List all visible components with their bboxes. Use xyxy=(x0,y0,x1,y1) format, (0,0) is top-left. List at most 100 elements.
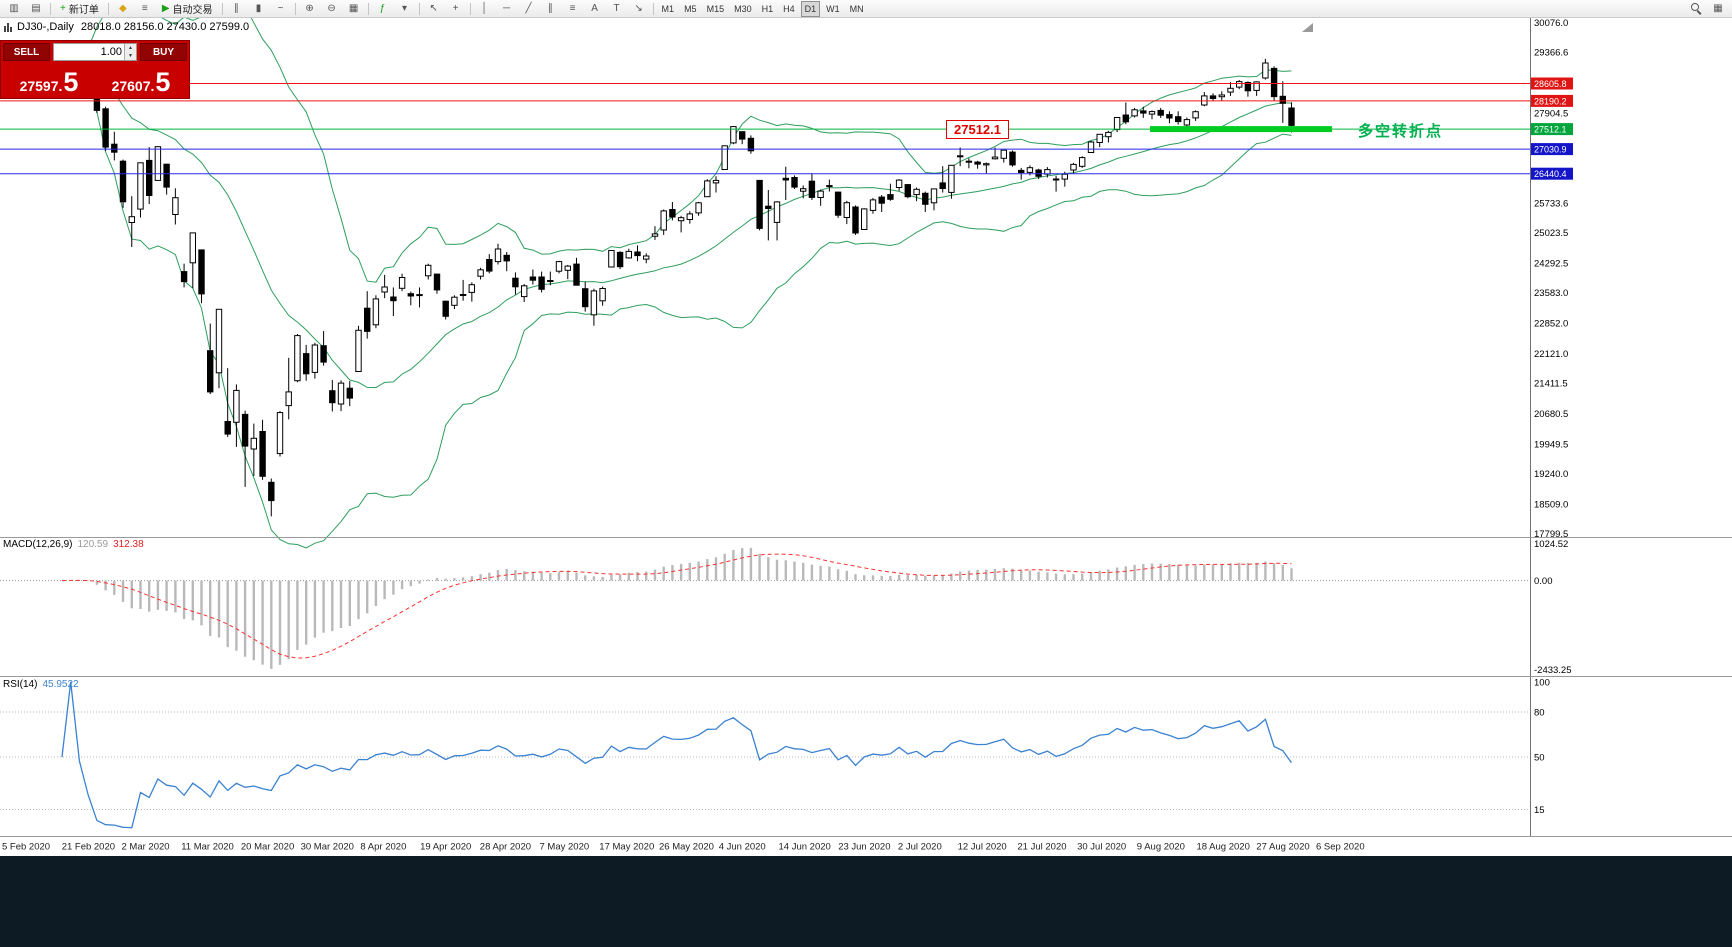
candle-body xyxy=(250,437,258,450)
candle-body xyxy=(1113,117,1121,131)
chart-shift-marker[interactable] xyxy=(1302,23,1313,32)
chart-canvas[interactable]: 30076.0 29366.6 27904.5 25733.6 25023.5 24292… xyxy=(0,18,1732,856)
channel-icon[interactable]: ∥ xyxy=(548,3,554,14)
toolbar-separator xyxy=(367,2,369,15)
buy-price[interactable]: 27607. 5 xyxy=(95,61,187,96)
candle-body xyxy=(782,177,789,181)
candle-body xyxy=(215,308,223,374)
candle-body xyxy=(329,390,336,404)
sell-price[interactable]: 27597. 5 xyxy=(3,61,95,96)
new-order-button[interactable]: + 新订单 xyxy=(54,0,105,17)
indicators-icon[interactable]: ƒ xyxy=(379,3,386,14)
bollinger-upper xyxy=(61,18,1292,283)
text-icon[interactable]: A xyxy=(591,3,598,14)
symbol-search-icon xyxy=(1690,3,1702,14)
macd-axis-label: 0.00 xyxy=(1534,576,1553,587)
auto-trading-button[interactable]: ▶ 自动交易 xyxy=(156,0,219,17)
symbol-search-icon[interactable] xyxy=(1685,0,1707,17)
candle-body xyxy=(381,286,388,293)
rsi-axis-label: 15 xyxy=(1534,805,1545,816)
toolbar-separator xyxy=(418,2,420,15)
candle-body xyxy=(800,188,807,192)
candle-body xyxy=(712,179,720,184)
macd-indicator-label: MACD(12,26,9) 120.59 312.38 xyxy=(3,539,144,550)
candle-body xyxy=(1183,119,1191,126)
candle-body xyxy=(294,335,301,382)
zoom-in-icon[interactable]: ⊕ xyxy=(305,3,314,14)
horizontal-line-icon[interactable]: ─ xyxy=(503,3,511,14)
chart-window: 30076.0 29366.6 27904.5 25733.6 25023.5 24292… xyxy=(0,18,1732,856)
buy-button[interactable]: BUY xyxy=(140,43,187,61)
ohlc-values: 28018.0 28156.0 27430.0 27599.0 xyxy=(80,21,250,33)
candle-body xyxy=(529,276,537,281)
cursor-icon[interactable]: ↖ xyxy=(429,3,438,14)
price-axis-label: 29366.6 xyxy=(1534,47,1568,58)
toolbar-separator xyxy=(469,2,471,15)
volume-up-icon[interactable]: ▲ xyxy=(125,44,136,52)
candle-body xyxy=(773,201,781,223)
candle-body xyxy=(119,160,127,203)
price-axis-label: 25733.6 xyxy=(1534,199,1568,210)
volume-down-icon[interactable]: ▼ xyxy=(125,52,136,60)
timeframe-h4-button[interactable]: H4 xyxy=(783,3,795,14)
timeframe-mn-button[interactable]: MN xyxy=(849,3,864,14)
price-axis[interactable]: 30076.0 29366.6 27904.5 25733.6 25023.5 24292… xyxy=(1530,18,1574,836)
pivot-note-text[interactable]: 多空转折点 xyxy=(1358,123,1444,140)
date-label: 28 Apr 2020 xyxy=(480,842,531,853)
candle-body xyxy=(1209,95,1217,100)
new-chart-icon[interactable]: ▥ xyxy=(9,3,19,14)
candle-body xyxy=(198,249,205,295)
trendline-icon[interactable]: ╱ xyxy=(525,3,532,14)
line-chart-icon[interactable]: ~ xyxy=(277,3,284,14)
windows-list-icon[interactable]: ▦ xyxy=(1713,3,1723,14)
date-label: 8 Apr 2020 xyxy=(360,842,406,853)
timeframe-m5-button[interactable]: M5 xyxy=(684,3,697,14)
candle-body xyxy=(616,251,624,268)
favorites-icon[interactable]: ◆ xyxy=(118,3,127,14)
rsi-axis-label: 80 xyxy=(1534,708,1545,719)
candlestick-chart-icon[interactable]: ▮ xyxy=(255,3,262,14)
window-bottom-area xyxy=(0,856,1732,947)
arrow-tools-icon[interactable]: ↘ xyxy=(634,3,643,14)
price-callout-label[interactable]: 27512.1 xyxy=(946,120,1009,139)
timeframe-d1-button[interactable]: D1 xyxy=(800,0,821,17)
rsi-pane: 100 80 50 15 xyxy=(0,678,1550,829)
timeframe-m30-button[interactable]: M30 xyxy=(734,3,752,14)
volume-input[interactable] xyxy=(54,44,124,60)
price-badge-label: 26440.4 xyxy=(1534,169,1567,179)
candle-body xyxy=(407,293,415,297)
vertical-line-icon[interactable]: │ xyxy=(481,3,488,14)
buy-price-main: 27607. xyxy=(111,78,155,94)
timeframe-h1-button[interactable]: H1 xyxy=(761,3,774,14)
bar-chart-icon[interactable]: ∥ xyxy=(234,3,240,14)
candle-body xyxy=(704,180,711,198)
label-icon[interactable]: T xyxy=(613,3,620,14)
sell-button[interactable]: SELL xyxy=(3,43,50,61)
tile-windows-icon[interactable]: ▦ xyxy=(348,3,359,14)
timeframe-m1-button[interactable]: M1 xyxy=(661,3,675,14)
candle-body xyxy=(459,294,467,296)
crosshair-icon[interactable]: + xyxy=(452,3,459,14)
candle-body xyxy=(1052,178,1060,181)
candle-body xyxy=(1175,116,1182,123)
timeframe-w1-button[interactable]: W1 xyxy=(826,3,840,14)
rsi-name: RSI(14) xyxy=(3,679,38,690)
bollinger-bands xyxy=(61,18,1292,549)
candle-body xyxy=(146,159,153,196)
rsi-axis-label: 100 xyxy=(1534,678,1550,689)
date-axis[interactable]: 5 Feb 2020 21 Feb 2020 2 Mar 2020 11 Mar 20… xyxy=(2,842,1365,853)
fibonacci-icon[interactable]: ≡ xyxy=(569,3,576,14)
candle-body xyxy=(555,261,563,272)
market-depth-icon[interactable]: ≡ xyxy=(141,3,148,14)
candle-body xyxy=(1262,62,1269,79)
candle-body xyxy=(1018,169,1025,173)
candle-body xyxy=(1227,87,1234,93)
timeframe-m15-button[interactable]: M15 xyxy=(706,3,725,14)
pivot-thick-line[interactable] xyxy=(1150,126,1332,133)
date-label: 4 Jun 2020 xyxy=(719,842,766,853)
indicators-dropdown-icon[interactable]: ▾ xyxy=(402,3,408,14)
macd-pane: 1024.52 0.00 -2433.25 xyxy=(0,539,1572,676)
chart-profiles-icon[interactable]: ▤ xyxy=(31,3,41,14)
zoom-out-icon[interactable]: ⊖ xyxy=(327,3,336,14)
candle-body xyxy=(922,192,929,205)
